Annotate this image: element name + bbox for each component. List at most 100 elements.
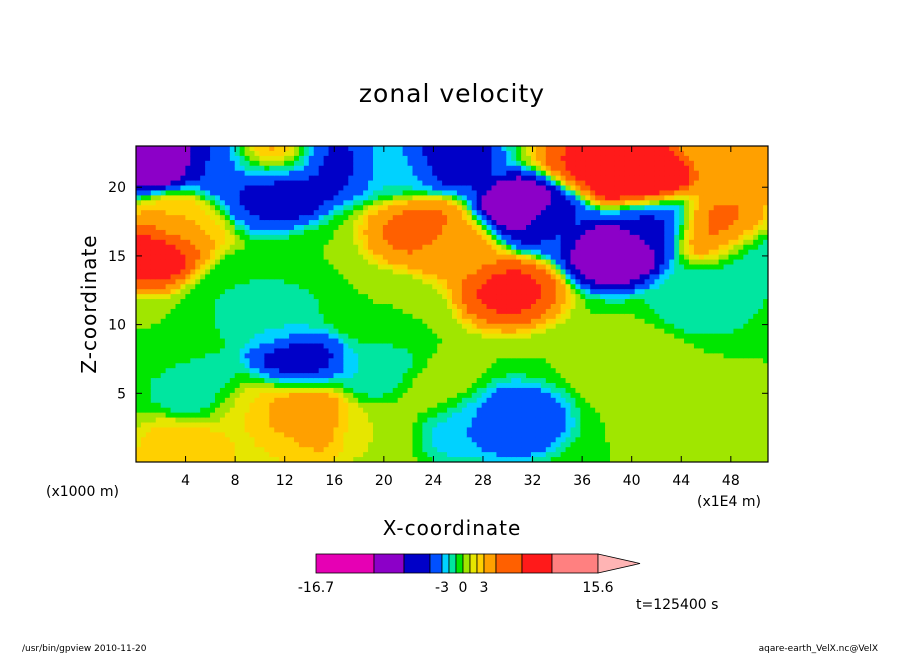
contour-cell — [496, 205, 502, 211]
contour-cell — [219, 254, 226, 261]
contour-cell — [200, 229, 206, 236]
contour-cell — [185, 442, 191, 448]
contour-cell — [289, 457, 295, 462]
contour-cell — [452, 185, 458, 192]
contour-cell — [373, 190, 379, 196]
contour-cell — [205, 383, 211, 389]
contour-cell — [486, 150, 493, 157]
contour-cell — [155, 225, 162, 231]
contour-cell — [165, 190, 172, 196]
contour-cell — [353, 363, 359, 369]
contour-cell — [333, 397, 340, 404]
contour-cell — [407, 234, 414, 241]
contour-cell — [160, 338, 167, 345]
contour-cell — [136, 333, 142, 340]
contour-cell — [205, 407, 211, 414]
contour-cell — [348, 185, 354, 192]
contour-cell — [239, 323, 246, 330]
contour-cell — [442, 190, 448, 196]
contour-cell — [215, 333, 221, 340]
contour-cell — [279, 279, 285, 285]
contour-cell — [215, 289, 221, 295]
contour-cell — [353, 239, 359, 246]
contour-cell — [269, 447, 275, 453]
contour-cell — [323, 437, 330, 443]
contour-cell — [160, 407, 167, 414]
contour-cell — [274, 387, 280, 394]
contour-cell — [456, 170, 463, 177]
contour-cell — [136, 304, 142, 310]
contour-cell — [224, 447, 231, 453]
contour-cell — [155, 442, 162, 448]
contour-cell — [210, 210, 216, 216]
contour-cell — [224, 244, 231, 251]
contour-cell — [264, 249, 270, 256]
contour-cell — [165, 299, 172, 305]
contour-cell — [244, 229, 251, 236]
contour-cell — [313, 239, 320, 246]
contour-cell — [160, 318, 167, 325]
contour-cell — [506, 185, 512, 192]
contour-cell — [318, 318, 325, 325]
contour-cell — [234, 175, 241, 182]
contour-cell — [210, 383, 216, 389]
contour-cell — [249, 195, 256, 201]
contour-cell — [402, 452, 409, 458]
contour-cell — [155, 210, 162, 216]
contour-cell — [279, 363, 285, 369]
contour-cell — [249, 318, 256, 325]
contour-cell — [392, 392, 399, 399]
contour-cell — [358, 353, 364, 359]
contour-cell — [338, 284, 344, 290]
contour-cell — [392, 323, 399, 330]
contour-cell — [397, 308, 404, 315]
contour-cell — [447, 392, 453, 399]
contour-cell — [456, 244, 463, 251]
contour-cell — [185, 269, 191, 275]
contour-cell — [249, 249, 256, 256]
contour-cell — [368, 308, 374, 315]
contour-cell — [284, 239, 290, 246]
contour-cell — [313, 368, 320, 374]
contour-cell — [234, 407, 241, 414]
contour-cell — [313, 274, 320, 280]
contour-cell — [501, 289, 507, 295]
contour-cell — [358, 160, 364, 167]
contour-cell — [368, 259, 374, 266]
contour-cell — [363, 249, 369, 256]
contour-cell — [382, 279, 389, 285]
contour-cell — [289, 284, 295, 290]
contour-cell — [447, 205, 453, 211]
contour-cell — [259, 180, 265, 187]
contour-cell — [348, 200, 354, 206]
contour-cell — [338, 234, 344, 241]
contour-cell — [481, 387, 488, 394]
contour-cell — [244, 343, 251, 350]
contour-cell — [422, 323, 428, 330]
contour-cell — [279, 220, 285, 226]
contour-cell — [145, 442, 152, 448]
contour-cell — [254, 432, 261, 438]
contour-cell — [160, 210, 167, 216]
contour-cell — [175, 165, 182, 172]
contour-cell — [165, 452, 172, 458]
contour-cell — [432, 180, 438, 187]
contour-cell — [313, 160, 320, 167]
contour-cell — [461, 170, 468, 177]
contour-cell — [422, 447, 428, 453]
contour-cell — [427, 323, 433, 330]
contour-cell — [437, 220, 443, 226]
contour-cell — [486, 437, 493, 443]
contour-cell — [264, 229, 270, 236]
contour-cell — [397, 358, 404, 364]
contour-cell — [496, 165, 502, 172]
contour-cell — [210, 229, 216, 236]
contour-cell — [145, 338, 152, 345]
contour-cell — [234, 299, 241, 305]
contour-cell — [136, 200, 142, 206]
contour-cell — [150, 229, 157, 236]
contour-cell — [471, 407, 478, 414]
contour-cell — [481, 274, 488, 280]
contour-cell — [486, 170, 493, 177]
contour-cell — [412, 308, 419, 315]
